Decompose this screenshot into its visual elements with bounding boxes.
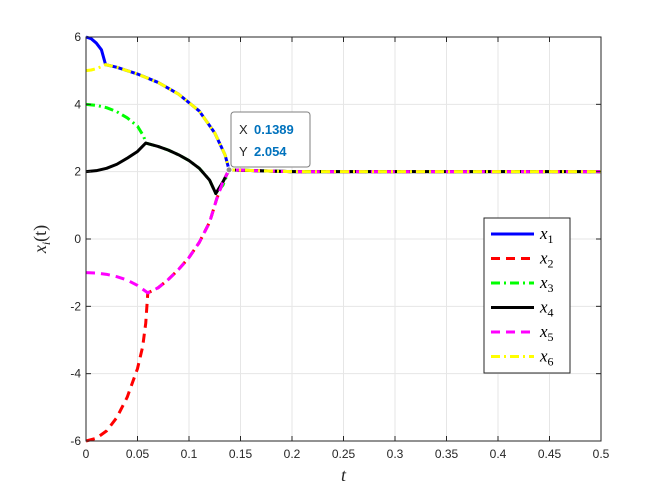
y-tick-label: -4 xyxy=(70,367,81,381)
x-tick-label: 0.15 xyxy=(229,447,253,461)
y-axis-label-main: x xyxy=(30,245,50,254)
x-tick-label: 0.25 xyxy=(332,447,356,461)
datatip-x-label: X xyxy=(239,122,248,137)
y-tick-label: -2 xyxy=(70,299,81,313)
legend-label-x2: x2 xyxy=(539,249,554,271)
legend-label-x4: x4 xyxy=(539,298,554,320)
y-tick-label: 0 xyxy=(74,232,81,246)
datatip-box xyxy=(230,111,311,168)
legend-label-sub: 2 xyxy=(548,257,554,271)
y-tick-label: -6 xyxy=(70,434,81,448)
legend-label-x3: x3 xyxy=(539,273,554,295)
datatip-y-label: Y xyxy=(239,144,248,159)
x-tick-label: 0 xyxy=(83,447,90,461)
legend-label-main: x xyxy=(539,298,548,317)
x-tick-label: 0.2 xyxy=(284,447,301,461)
datatip-x-value: 0.1389 xyxy=(254,122,294,137)
legend-label-main: x xyxy=(539,322,548,341)
y-axis-label-sub: i xyxy=(39,242,53,245)
series-line-x5 xyxy=(85,168,601,295)
x-tick-labels: 0 0.05 0.1 0.15 0.2 0.25 0.3 0.35 0.4 0.45 0.5 xyxy=(83,447,610,461)
legend-box xyxy=(483,217,571,374)
datatip-marker[interactable] xyxy=(225,166,233,174)
legend-label-x1: x1 xyxy=(539,224,554,246)
legend-label-main: x xyxy=(539,273,548,292)
datatip[interactable]: X 0.1389 Y 2.054 xyxy=(225,111,311,174)
y-tick-labels: -6 -4 -2 0 2 4 6 xyxy=(70,30,81,448)
x-tick-label: 0.4 xyxy=(490,447,507,461)
legend-label-sub: 1 xyxy=(548,232,554,246)
y-axis-label: xi(t) xyxy=(30,225,53,254)
series-lines xyxy=(85,35,601,443)
x-tick-label: 0.05 xyxy=(126,447,150,461)
legend-label-sub: 4 xyxy=(548,306,554,320)
y-tick-label: 4 xyxy=(74,97,81,111)
series-line-x6 xyxy=(85,63,601,174)
datatip-y-value: 2.054 xyxy=(254,144,287,159)
ticks xyxy=(85,36,602,442)
legend-label-sub: 6 xyxy=(548,355,554,369)
legend-label-sub: 3 xyxy=(548,281,554,295)
x-tick-label: 0.5 xyxy=(593,447,610,461)
y-axis-label-suffix: (t) xyxy=(30,225,51,242)
legend-label-main: x xyxy=(539,347,548,366)
y-tick-label: 2 xyxy=(74,165,81,179)
y-tick-label: 6 xyxy=(74,30,81,44)
legend-label-x5: x5 xyxy=(539,322,554,344)
x-tick-label: 0.3 xyxy=(387,447,404,461)
x-tick-label: 0.1 xyxy=(181,447,198,461)
legend-label-main: x xyxy=(539,224,548,243)
x-axis-label: t xyxy=(341,465,347,485)
legend-label-sub: 5 xyxy=(548,330,554,344)
legend-label-x6: x6 xyxy=(539,347,554,369)
x-tick-label: 0.45 xyxy=(538,447,562,461)
legend-label-main: x xyxy=(539,249,548,268)
x-tick-label: 0.35 xyxy=(435,447,459,461)
